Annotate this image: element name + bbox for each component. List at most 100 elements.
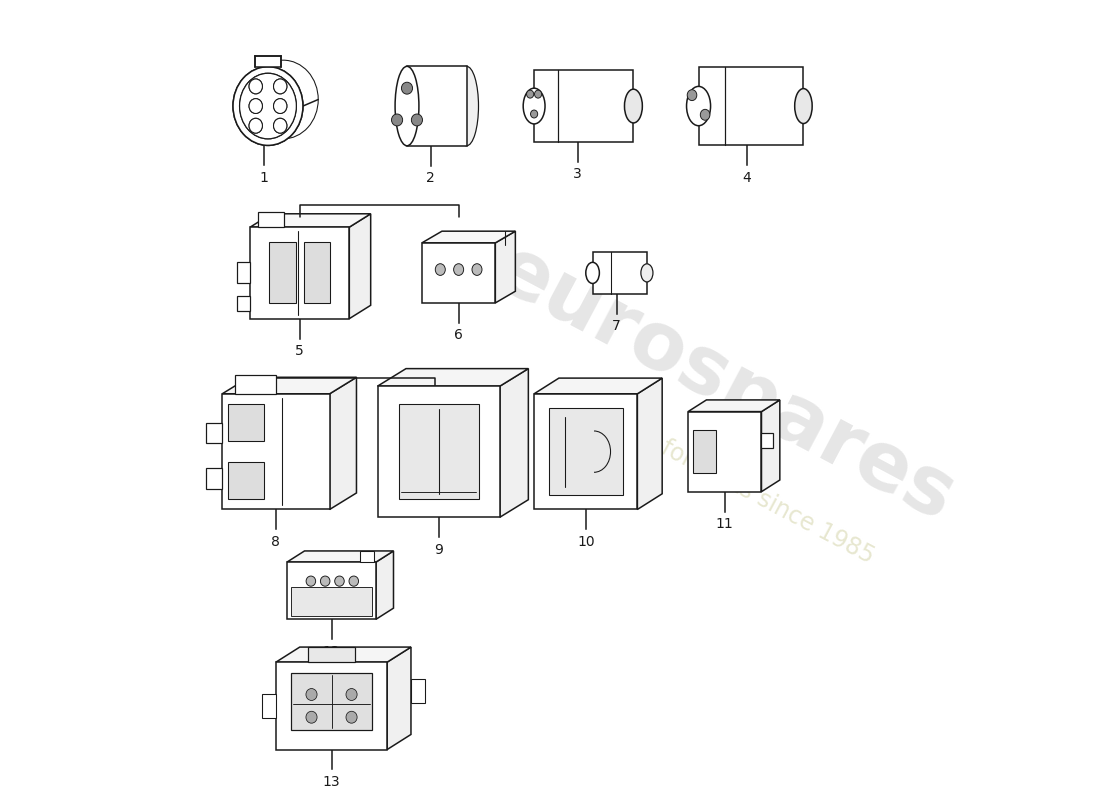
Polygon shape xyxy=(377,369,528,386)
Bar xyxy=(236,296,250,311)
Polygon shape xyxy=(222,378,356,394)
Text: 8: 8 xyxy=(272,535,280,549)
Ellipse shape xyxy=(274,118,287,133)
Polygon shape xyxy=(637,378,662,510)
Text: 3: 3 xyxy=(573,167,582,182)
Bar xyxy=(257,212,285,227)
Polygon shape xyxy=(422,243,495,303)
Bar xyxy=(270,242,296,303)
Ellipse shape xyxy=(395,66,419,146)
Bar xyxy=(206,422,222,443)
Ellipse shape xyxy=(249,79,263,94)
Ellipse shape xyxy=(686,86,711,126)
Ellipse shape xyxy=(274,79,287,94)
Polygon shape xyxy=(761,400,780,492)
Ellipse shape xyxy=(530,110,538,118)
Ellipse shape xyxy=(306,689,317,701)
Polygon shape xyxy=(250,214,371,227)
Bar xyxy=(761,434,773,448)
Bar xyxy=(234,375,276,394)
Polygon shape xyxy=(689,400,780,411)
Text: passion for parts since 1985: passion for parts since 1985 xyxy=(571,390,879,569)
Ellipse shape xyxy=(453,264,463,275)
Ellipse shape xyxy=(240,74,296,139)
Polygon shape xyxy=(535,394,637,510)
Polygon shape xyxy=(222,394,330,510)
Text: eurospares: eurospares xyxy=(482,230,968,538)
Polygon shape xyxy=(376,551,394,619)
Bar xyxy=(292,674,372,730)
Polygon shape xyxy=(495,231,516,303)
Bar xyxy=(290,587,372,616)
Polygon shape xyxy=(276,662,387,750)
Ellipse shape xyxy=(249,60,318,139)
Ellipse shape xyxy=(334,576,344,586)
Ellipse shape xyxy=(349,576,359,586)
Text: 5: 5 xyxy=(296,344,304,358)
Bar xyxy=(229,462,264,499)
Ellipse shape xyxy=(346,711,358,723)
Bar xyxy=(399,405,478,499)
Bar xyxy=(229,404,264,442)
Text: 12: 12 xyxy=(322,645,340,658)
Ellipse shape xyxy=(402,82,412,94)
Polygon shape xyxy=(689,411,761,492)
Polygon shape xyxy=(387,647,411,750)
Ellipse shape xyxy=(688,90,696,101)
Ellipse shape xyxy=(249,98,263,114)
Text: 6: 6 xyxy=(454,328,463,342)
Ellipse shape xyxy=(527,90,534,98)
Polygon shape xyxy=(250,227,350,318)
Polygon shape xyxy=(377,386,499,517)
Bar xyxy=(698,66,803,146)
Ellipse shape xyxy=(249,118,263,133)
Bar xyxy=(262,694,276,718)
Ellipse shape xyxy=(641,264,653,282)
Bar xyxy=(206,468,222,489)
Ellipse shape xyxy=(274,118,287,133)
Bar xyxy=(308,647,355,662)
Bar xyxy=(411,679,425,702)
Bar xyxy=(593,252,647,294)
Bar xyxy=(360,551,374,562)
Text: 10: 10 xyxy=(576,535,595,549)
Bar xyxy=(549,408,623,495)
Ellipse shape xyxy=(249,98,263,114)
Ellipse shape xyxy=(625,89,642,123)
Text: 4: 4 xyxy=(742,171,751,185)
Bar xyxy=(304,242,330,303)
Bar xyxy=(407,66,466,146)
Ellipse shape xyxy=(233,66,302,146)
Ellipse shape xyxy=(240,74,296,139)
Polygon shape xyxy=(255,56,282,66)
Polygon shape xyxy=(535,378,662,394)
Ellipse shape xyxy=(274,79,287,94)
Ellipse shape xyxy=(535,90,541,98)
Polygon shape xyxy=(287,562,376,619)
Ellipse shape xyxy=(274,98,287,114)
Ellipse shape xyxy=(249,118,263,133)
Ellipse shape xyxy=(524,88,544,124)
Ellipse shape xyxy=(436,264,446,275)
Bar xyxy=(693,430,716,474)
Text: 11: 11 xyxy=(716,517,734,531)
Polygon shape xyxy=(330,378,356,510)
Ellipse shape xyxy=(346,689,358,701)
Ellipse shape xyxy=(454,66,478,146)
Text: 13: 13 xyxy=(322,775,340,789)
Text: 7: 7 xyxy=(613,319,621,334)
Ellipse shape xyxy=(274,98,287,114)
Text: 2: 2 xyxy=(427,171,436,186)
Ellipse shape xyxy=(320,576,330,586)
Ellipse shape xyxy=(472,264,482,275)
Text: 9: 9 xyxy=(434,542,443,557)
Polygon shape xyxy=(350,214,371,318)
Polygon shape xyxy=(499,369,528,517)
Ellipse shape xyxy=(306,711,317,723)
Bar xyxy=(236,262,250,283)
Polygon shape xyxy=(276,647,411,662)
Ellipse shape xyxy=(586,262,600,283)
Text: 1: 1 xyxy=(260,171,268,185)
Ellipse shape xyxy=(794,89,812,123)
Bar xyxy=(535,70,634,142)
